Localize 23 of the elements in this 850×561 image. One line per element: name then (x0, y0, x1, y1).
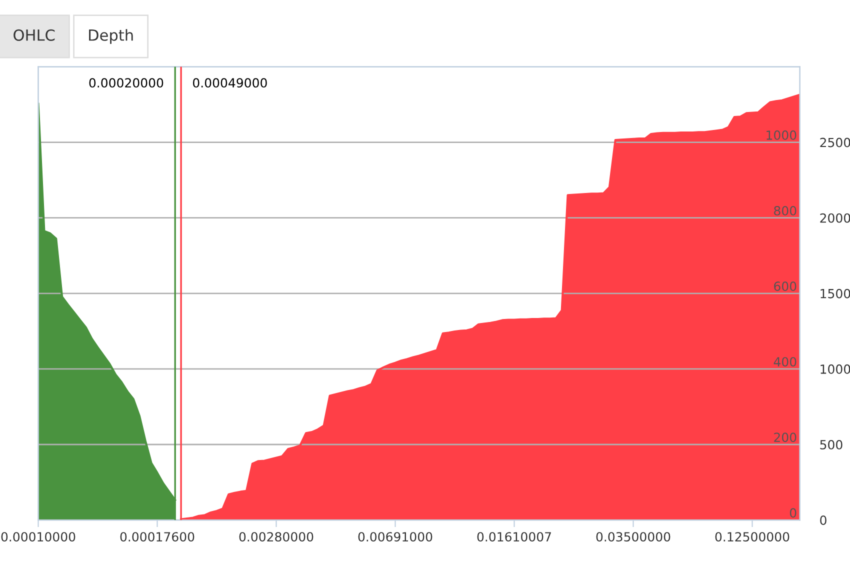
y-tick-label: 600 (774, 282, 796, 291)
y-tick-label: 0 (790, 508, 796, 518)
y-tick-label: 400 (774, 357, 796, 367)
annotation: 0.00049000 (192, 78, 267, 88)
x-tick-label: 0.03500000 (596, 532, 670, 542)
x-tick-label: 0.00010000 (1, 532, 76, 542)
y2-tick-label: 500 (820, 440, 842, 450)
x-tick-label: 0.01610007 (477, 532, 551, 542)
annotation: 0.00020000 (89, 78, 164, 88)
y-tick-label: 200 (774, 432, 796, 442)
x-tick-label: 0.00017600 (120, 532, 194, 542)
y2-tick-label: 1500 (820, 288, 850, 298)
x-tick-label: 0.12500000 (715, 532, 790, 542)
x-tick-label: 0.00691000 (358, 532, 432, 542)
x-tick-label: 0.00280000 (239, 532, 314, 542)
y2-tick-label: 2000 (820, 213, 850, 223)
y-tick-label: 800 (774, 206, 796, 216)
y2-tick-label: 1000 (820, 364, 850, 374)
text: Depth (89, 29, 133, 44)
y-tick-label: 1000 (766, 130, 796, 140)
text: OHLC (14, 29, 55, 41)
y2-tick-label: 0 (820, 516, 826, 525)
y2-tick-label: 2500 (820, 138, 850, 148)
